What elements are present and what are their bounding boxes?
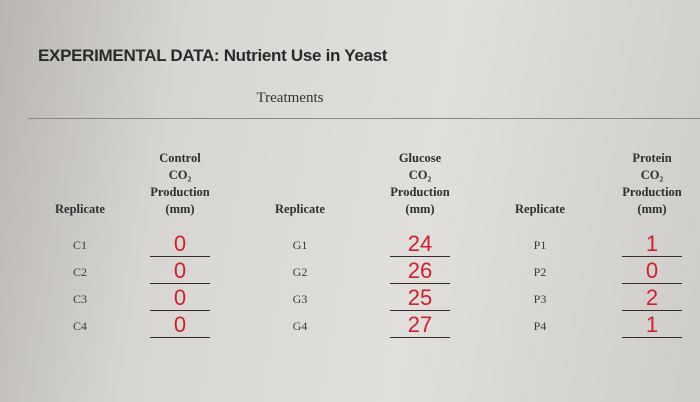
title: EXPERIMENTAL DATA: Nutrient Use in Yeast [38, 46, 388, 65]
value-cell: 0 [150, 232, 210, 257]
value-cell: 0 [622, 259, 682, 284]
replicate-cell: P4 [533, 319, 547, 333]
header-cell: Glucose CO₂ Production (mm) [355, 150, 485, 218]
replicate-cell: G3 [292, 292, 308, 306]
header-line: CO₂ [640, 168, 664, 182]
header-line: Replicate [275, 202, 325, 216]
value-cell: 26 [390, 259, 450, 284]
header-cell: Replicate [475, 201, 605, 218]
header-cell: Protein CO₂ Production (mm) [587, 150, 700, 218]
value-cell: 27 [390, 313, 450, 338]
replicate-cell: C2 [72, 265, 87, 279]
replicate-cell: P2 [533, 265, 547, 279]
replicate-cell: G1 [292, 238, 308, 252]
replicate-cell: P1 [533, 238, 547, 252]
header-line: Replicate [55, 202, 105, 216]
header-line: CO₂ [408, 168, 432, 182]
header-line: Production [150, 185, 210, 199]
value-cell: 1 [622, 313, 682, 338]
replicate-cell: C1 [72, 238, 87, 252]
replicate-cell: G2 [292, 265, 308, 279]
replicate-cell: C3 [72, 292, 87, 306]
header-line: (mm) [165, 202, 195, 216]
header-cell: Control CO₂ Production (mm) [115, 150, 245, 218]
value-cell: 2 [622, 286, 682, 311]
replicate-cell: G4 [292, 319, 308, 333]
header-cell: Replicate [235, 201, 365, 218]
value-cell: 1 [622, 232, 682, 257]
header-line: Production [622, 185, 682, 199]
value-cell: 25 [390, 286, 450, 311]
header-line: Protein [632, 151, 672, 165]
value-cell: 0 [150, 286, 210, 311]
value-cell: 0 [150, 313, 210, 338]
header-line: (mm) [637, 202, 667, 216]
header-line: Replicate [515, 202, 565, 216]
header-cell: Replicate [15, 201, 145, 218]
header-line: Control [159, 151, 201, 165]
rule [28, 118, 700, 119]
header-line: Production [390, 185, 450, 199]
header-line: (mm) [405, 202, 435, 216]
value-cell: 24 [390, 232, 450, 257]
replicate-cell: P3 [533, 292, 547, 306]
header-line: CO₂ [168, 168, 192, 182]
value-cell: 0 [150, 259, 210, 284]
header-line: Glucose [398, 151, 442, 165]
section-label: Treatments [256, 90, 324, 106]
replicate-cell: C4 [72, 319, 87, 333]
